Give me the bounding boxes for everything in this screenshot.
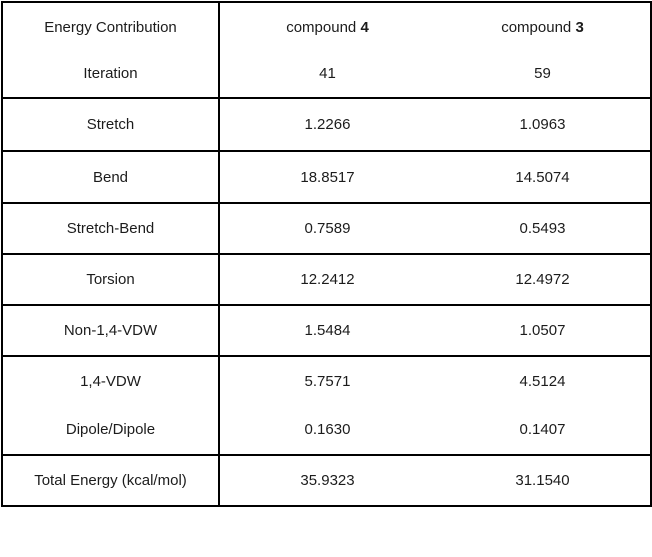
label-stack: Energy Contribution Iteration — [4, 4, 217, 96]
stretch-value-compound3: 1.0963 — [435, 97, 652, 152]
energy-contribution-table: Energy Contribution Iteration compound 4… — [1, 1, 652, 507]
torsion-value-compound4: 12.2412 — [218, 253, 435, 306]
label-stack: 1,4-VDW Dipole/Dipole — [4, 358, 217, 453]
row-label-torsion: Torsion — [1, 253, 220, 306]
bend-value-compound3: 14.5074 — [435, 150, 652, 204]
row-label-dipole-dipole: Dipole/Dipole — [65, 420, 156, 438]
table-row-stretch-bend: Stretch-Bend 0.7589 0.5493 — [1, 202, 652, 255]
row-label-iteration: Iteration — [83, 64, 138, 82]
column-header-compound4: compound 4 — [221, 4, 435, 50]
non-14-vdw-value-compound3: 1.0507 — [435, 304, 652, 357]
table-row-non-14-vdw: Non-1,4-VDW 1.5484 1.0507 — [1, 304, 652, 357]
table-row-14-vdw-dipole: 1,4-VDW Dipole/Dipole 5.7571 0.1630 4.51… — [1, 355, 652, 456]
stretch-value-compound4: 1.2266 — [218, 97, 435, 152]
14-vdw-value-compound4: 5.7571 — [304, 373, 351, 391]
compound3-header-text: compound — [501, 18, 576, 36]
row-label-total-energy: Total Energy (kcal/mol) — [1, 454, 220, 507]
bend-value-compound4: 18.8517 — [218, 150, 435, 204]
iteration-value-compound4: 41 — [319, 64, 336, 82]
value-stack: 5.7571 0.1630 — [221, 358, 435, 453]
row-label-stretch-bend: Stretch-Bend — [1, 202, 220, 255]
stretch-bend-value-compound3: 0.5493 — [435, 202, 652, 255]
row-label-14-vdw: 1,4-VDW — [80, 373, 141, 391]
torsion-value-compound3: 12.4972 — [435, 253, 652, 306]
table-row-stretch: Stretch 1.2266 1.0963 — [1, 97, 652, 152]
cell-labels-header-iteration: Energy Contribution Iteration — [1, 1, 220, 99]
column-header-compound3: compound 3 — [435, 4, 649, 50]
table-row-bend: Bend 18.8517 14.5074 — [1, 150, 652, 204]
cell-compound4-14-vdw-dipole: 5.7571 0.1630 — [218, 355, 435, 456]
stretch-bend-value-compound4: 0.7589 — [218, 202, 435, 255]
14-vdw-value-compound3: 4.5124 — [519, 373, 566, 391]
cell-labels-14-vdw-dipole: 1,4-VDW Dipole/Dipole — [1, 355, 220, 456]
row-label-bend: Bend — [1, 150, 220, 204]
cell-compound3-header-iteration: compound 3 59 — [435, 1, 652, 99]
value-stack: compound 3 59 — [435, 4, 649, 96]
row-label-non-14-vdw: Non-1,4-VDW — [1, 304, 220, 357]
table-row-header-iteration: Energy Contribution Iteration compound 4… — [1, 1, 652, 99]
compound3-header-number: 3 — [575, 18, 584, 36]
table-row-total-energy: Total Energy (kcal/mol) 35.9323 31.1540 — [1, 454, 652, 507]
compound4-header-text: compound — [286, 18, 361, 36]
dipole-dipole-value-compound4: 0.1630 — [304, 420, 351, 438]
compound4-header-number: 4 — [360, 18, 369, 36]
cell-compound4-header-iteration: compound 4 41 — [218, 1, 435, 99]
total-energy-value-compound4: 35.9323 — [218, 454, 435, 507]
value-stack: 4.5124 0.1407 — [435, 358, 649, 453]
value-stack: compound 4 41 — [221, 4, 435, 96]
row-label-stretch: Stretch — [1, 97, 220, 152]
dipole-dipole-value-compound3: 0.1407 — [519, 420, 566, 438]
table-row-torsion: Torsion 12.2412 12.4972 — [1, 253, 652, 306]
cell-compound3-14-vdw-dipole: 4.5124 0.1407 — [435, 355, 652, 456]
total-energy-value-compound3: 31.1540 — [435, 454, 652, 507]
column-header-energy-contribution: Energy Contribution — [44, 18, 177, 36]
iteration-value-compound3: 59 — [534, 64, 551, 82]
non-14-vdw-value-compound4: 1.5484 — [218, 304, 435, 357]
